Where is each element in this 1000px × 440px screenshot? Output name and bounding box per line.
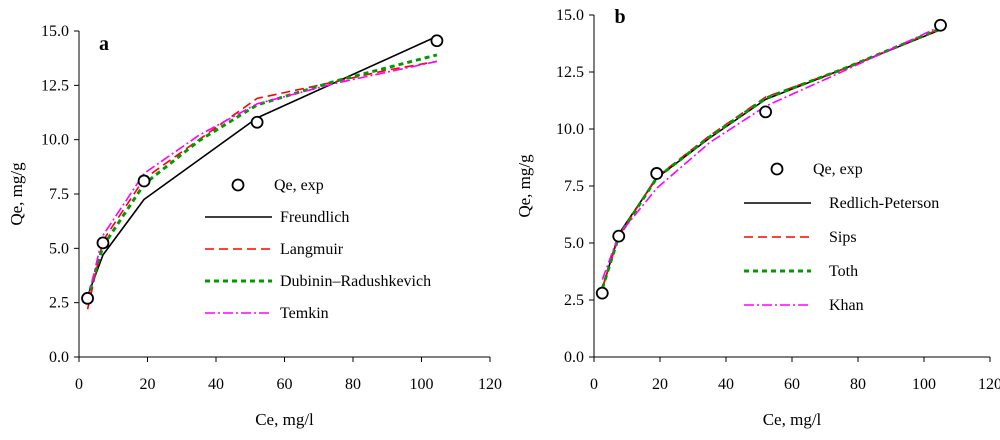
x-tick-label: 100 xyxy=(410,376,434,393)
exp-point xyxy=(81,291,94,305)
legend-label-exp: Qe, exp xyxy=(274,177,324,194)
x-axis-label: Ce, mg/l xyxy=(255,410,314,429)
legend: Qe, exp Redlich-Peterson Sips Toth Khan xyxy=(744,161,939,314)
x-tick-label: 60 xyxy=(784,376,800,393)
chart-panel-b: 0 20 40 60 80 100 120 0.0 2.5 5.0 7.5 10.0 12.5 15.0 C… xyxy=(515,6,1000,429)
y-tick-label: 0.0 xyxy=(564,349,584,366)
exp-point xyxy=(612,229,626,243)
x-axis-label: Ce, mg/l xyxy=(763,410,822,429)
x-tick-label: 40 xyxy=(208,376,224,393)
legend-label: Redlich-Peterson xyxy=(829,195,939,212)
x-tick-label: 0 xyxy=(75,376,83,393)
y-tick-label: 0.0 xyxy=(49,349,69,366)
legend-label-exp: Qe, exp xyxy=(813,161,863,178)
x-tick-label: 120 xyxy=(478,376,502,393)
chart-panel-a: 0 20 40 60 80 100 120 0.0 2.5 5.0 7.5 10.0 12.5 15.0 C… xyxy=(7,23,502,429)
legend-marker-exp xyxy=(770,162,784,176)
series-line-khan xyxy=(601,25,941,280)
exp-point xyxy=(137,174,151,188)
x-tick-label: 20 xyxy=(652,376,668,393)
y-axis-label: Qe, mg/g xyxy=(515,154,534,218)
exp-point xyxy=(96,236,110,250)
x-tick-label: 0 xyxy=(590,376,598,393)
series-line-temkin xyxy=(86,60,438,301)
y-tick-label: 15.0 xyxy=(556,7,584,24)
y-tick-label: 2.5 xyxy=(49,295,69,312)
legend-label: Langmuir xyxy=(280,241,344,258)
exp-point xyxy=(650,167,664,180)
legend-label: Sips xyxy=(829,229,857,246)
x-tick-label: 20 xyxy=(140,376,156,393)
exp-point xyxy=(934,18,947,32)
legend-marker-exp xyxy=(231,178,245,192)
y-tick-label: 10.0 xyxy=(41,132,69,149)
y-tick-label: 12.5 xyxy=(556,64,584,81)
x-tick-label: 40 xyxy=(718,376,734,393)
y-tick-label: 2.5 xyxy=(564,292,584,309)
panel-label: b xyxy=(614,6,625,28)
exp-point xyxy=(250,115,264,129)
legend-label: Temkin xyxy=(280,305,329,322)
y-tick-label: 10.0 xyxy=(556,121,584,138)
y-tick-label: 5.0 xyxy=(564,235,584,252)
x-tick-label: 80 xyxy=(850,376,866,393)
exp-point xyxy=(430,34,444,48)
series-line-sips xyxy=(601,27,941,289)
exp-point xyxy=(595,286,609,300)
y-axis-label: Qe, mg/g xyxy=(7,162,26,226)
exp-point xyxy=(759,105,772,119)
series-line-toth xyxy=(600,27,942,290)
legend-label: Toth xyxy=(829,263,858,280)
x-tick-label: 120 xyxy=(978,376,1000,393)
series-line-redlich-peterson xyxy=(601,29,941,289)
y-tick-label: 7.5 xyxy=(49,186,69,203)
y-tick-label: 15.0 xyxy=(41,23,69,40)
x-tick-label: 80 xyxy=(345,376,361,393)
legend-label: Freundlich xyxy=(280,209,349,226)
x-tick-label: 60 xyxy=(277,376,293,393)
legend-label: Dubinin–Radushkevich xyxy=(280,273,431,290)
y-tick-label: 12.5 xyxy=(41,77,69,94)
series-line-freundlich xyxy=(86,35,438,297)
legend: Qe, exp Freundlich Langmuir Dubinin–Radushk… xyxy=(205,177,431,322)
x-tick-label: 100 xyxy=(912,376,936,393)
panel-label: a xyxy=(99,33,109,55)
y-tick-label: 5.0 xyxy=(49,240,69,257)
y-tick-label: 7.5 xyxy=(564,178,584,195)
legend-label: Khan xyxy=(829,297,864,314)
